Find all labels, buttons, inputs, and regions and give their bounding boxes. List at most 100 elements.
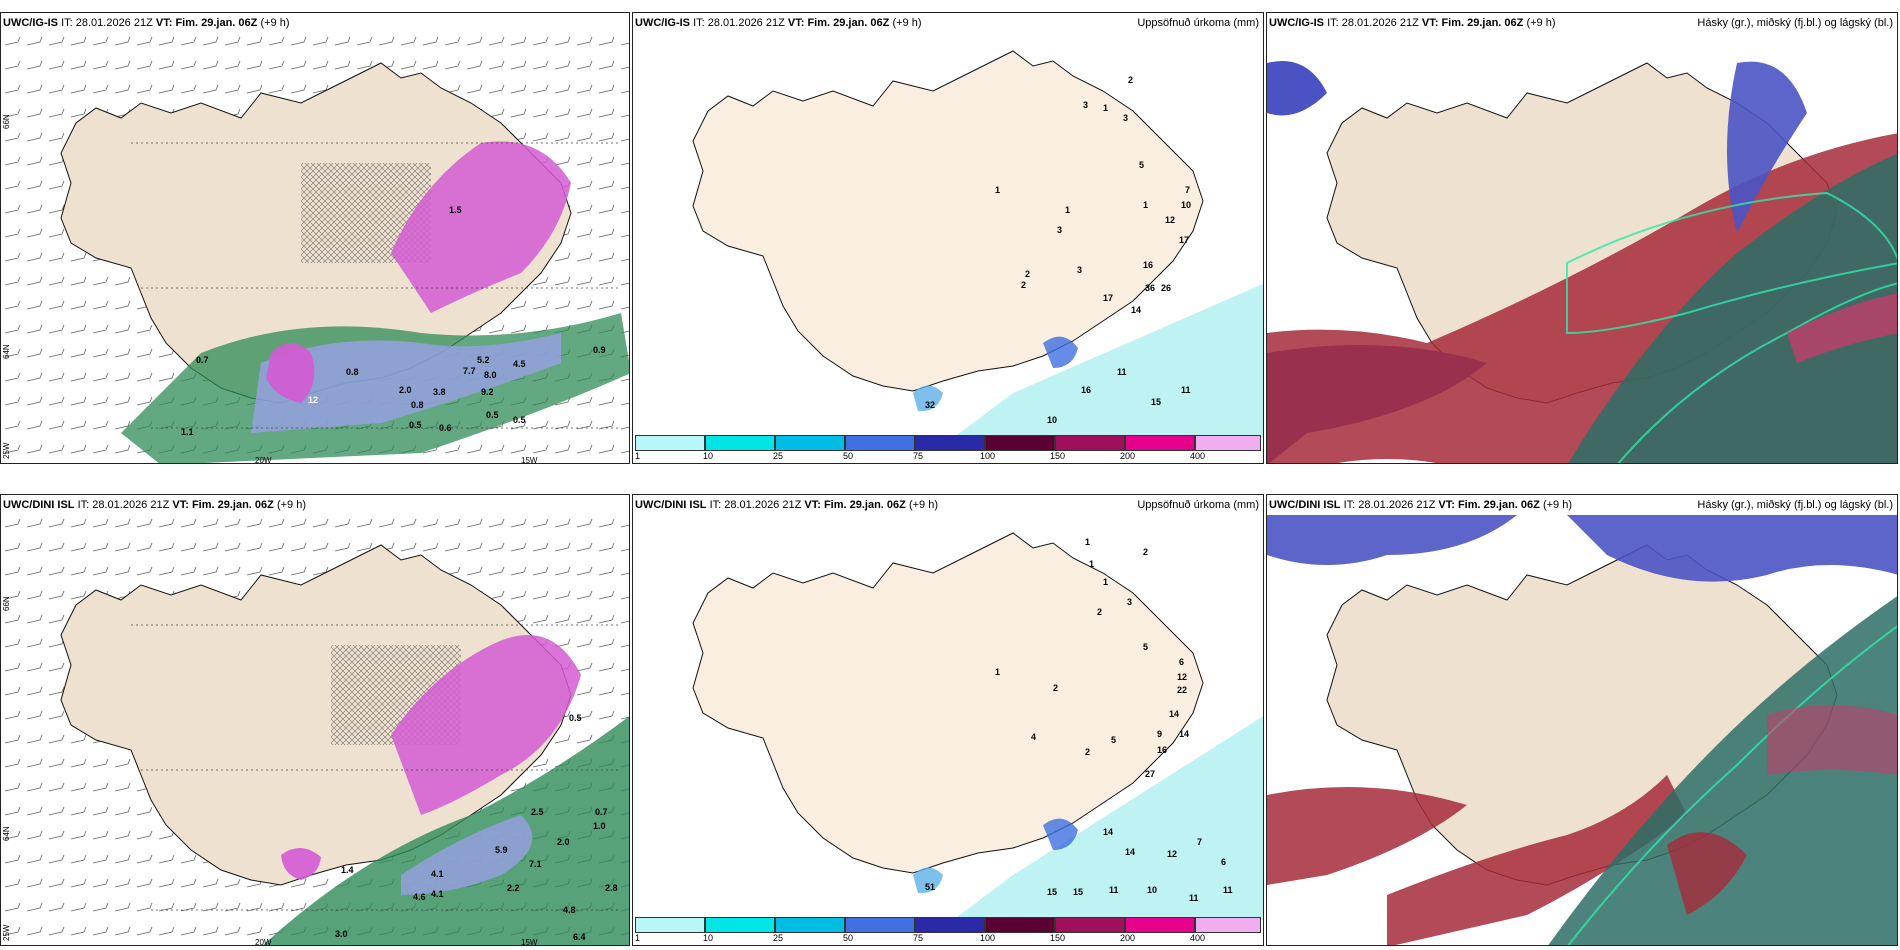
value-label: 4.8 (563, 905, 576, 915)
colorbar-tick: 100 (980, 451, 996, 461)
value-label: 5 (1143, 642, 1148, 652)
init-time: 28.01.2026 21Z (92, 499, 170, 511)
colorbar-tick: 25 (773, 933, 784, 943)
init-time: 28.01.2026 21Z (724, 499, 802, 511)
colorbar-tick: 10 (703, 933, 714, 943)
colorbar-tick: 1 (635, 451, 641, 461)
value-label: 14 (1103, 827, 1113, 837)
value-label: 4.1 (431, 889, 444, 899)
wind-precip-map-ig: UWC/IG-IS IT: 28.01.2026 21Z VT: Fim. 29… (0, 12, 630, 464)
value-label: 22 (1177, 685, 1187, 695)
model-name: UWC/IG-IS (1269, 17, 1324, 29)
colorbar-swatch (985, 435, 1055, 451)
valid-time: Fim. 29.jan. 06Z (1457, 499, 1540, 511)
lon-label: 15W (521, 938, 538, 946)
lon-label: 25W (2, 924, 11, 941)
value-label: 0.5 (409, 420, 422, 430)
value-label: 27 (1145, 769, 1155, 779)
value-label: 5.9 (495, 845, 508, 855)
colorbar-tick: 50 (843, 933, 854, 943)
value-label: 3 (1057, 225, 1062, 235)
lat-label: 66N (2, 596, 11, 611)
value-label: 2 (1097, 607, 1102, 617)
lat-label: 66N (2, 114, 11, 129)
lead-time: (+9 h) (908, 499, 938, 511)
value-label: 26 (1161, 283, 1171, 293)
value-label: 10 (1147, 885, 1157, 895)
map-canvas: 3 2 1 3 1 2 5 1 1 3 3 12 17 7 10 16 36 2… (692, 50, 1263, 438)
colorbar-swatch (635, 917, 705, 933)
lead-time: (+9 h) (276, 499, 306, 511)
colorbar-swatch (845, 917, 915, 933)
map-canvas: 1 2 1 1 3 2 2 5 1 6 12 22 14 9 16 14 27 … (692, 532, 1263, 920)
value-label: 0.5 (486, 410, 499, 420)
value-label: 11 (1181, 385, 1191, 395)
value-label: 1 (1065, 205, 1070, 215)
value-label: 51 (925, 882, 935, 892)
colorbar-tick: 25 (773, 451, 784, 461)
colorbar-swatch (915, 435, 985, 451)
value-label: 16 (1157, 745, 1167, 755)
value-label: 7.1 (529, 859, 542, 869)
colorbar-tick: 100 (980, 933, 996, 943)
value-label: 9 (1157, 729, 1162, 739)
field-title: Uppsöfnuð úrkoma (mm) (1137, 17, 1259, 29)
field-title: Hásky (gr.), miðský (fj.bl.) og lágský (… (1697, 17, 1893, 29)
value-label: 1.0 (593, 821, 606, 831)
value-label: 14 (1125, 847, 1135, 857)
value-label: 1 (1103, 577, 1108, 587)
value-label: 17 (1179, 235, 1189, 245)
colorbar-swatch (775, 435, 845, 451)
map-canvas: 1.4 4.1 4.6 4.1 7.1 5.9 2.0 4.8 6.4 3.0 … (1, 515, 629, 946)
colorbar-swatch (705, 435, 775, 451)
value-label: 3 (1123, 113, 1128, 123)
value-label: 15 (1047, 887, 1057, 897)
value-label: 3 (1083, 100, 1088, 110)
init-time: 28.01.2026 21Z (75, 17, 153, 29)
value-label: 0.9 (593, 345, 606, 355)
value-label: 5 (1139, 160, 1144, 170)
value-label: 14 (1131, 305, 1141, 315)
value-label: 32 (925, 400, 935, 410)
value-label: 1.4 (341, 865, 354, 875)
lead-time: (+9 h) (260, 17, 290, 29)
lat-label: 64N (2, 826, 11, 841)
panel-header: UWC/DINI ISL IT: 28.01.2026 21Z VT: Fim.… (633, 495, 1263, 515)
value-label: 1 (995, 185, 1000, 195)
colorbar-swatch (775, 917, 845, 933)
lat-label: 64N (2, 344, 11, 359)
panel-header: UWC/IG-IS IT: 28.01.2026 21Z VT: Fim. 29… (633, 13, 1263, 33)
model-name: UWC/DINI ISL (635, 499, 707, 511)
colorbar-tick: 150 (1050, 933, 1066, 943)
value-label: 3.0 (335, 929, 348, 939)
value-label: 16 (1143, 260, 1153, 270)
value-label: 0.8 (346, 367, 359, 377)
precip-colorbar: 1 10 25 50 75 100 150 200 400 (635, 917, 1261, 943)
accumulated-precip-map-dini: UWC/DINI ISL IT: 28.01.2026 21Z VT: Fim.… (632, 494, 1264, 946)
value-label: 2.5 (531, 807, 544, 817)
colorbar-tick: 10 (703, 451, 714, 461)
value-label: 11 (1117, 367, 1127, 377)
field-title: Uppsöfnuð úrkoma (mm) (1137, 499, 1259, 511)
map-canvas (1267, 515, 1897, 945)
colorbar-swatch (1195, 917, 1261, 933)
colorbar-swatch (635, 435, 705, 451)
colorbar-tick: 150 (1050, 451, 1066, 461)
value-label: 0.7 (196, 355, 209, 365)
colorbar-tick: 200 (1120, 933, 1136, 943)
init-time: 28.01.2026 21Z (707, 17, 785, 29)
value-label: 2 (1053, 683, 1058, 693)
model-name: UWC/DINI ISL (3, 499, 75, 511)
value-label: 0.5 (569, 713, 582, 723)
value-label: 1 (1103, 103, 1108, 113)
panel-header: UWC/IG-IS IT: 28.01.2026 21Z VT: Fim. 29… (1267, 13, 1897, 33)
init-time: 28.01.2026 21Z (1341, 17, 1419, 29)
value-label: 2.0 (399, 385, 412, 395)
map-canvas: 0.7 1.1 12 0.8 3.8 2.0 0.5 0.6 8.0 9.2 5… (1, 33, 629, 463)
value-label: 6 (1221, 857, 1226, 867)
colorbar-tick: 200 (1120, 451, 1136, 461)
value-label: 2 (1128, 75, 1133, 85)
panel-header: UWC/DINI ISL IT: 28.01.2026 21Z VT: Fim.… (1, 495, 629, 515)
model-name: UWC/IG-IS (3, 17, 58, 29)
colorbar-tick: 400 (1190, 933, 1206, 943)
